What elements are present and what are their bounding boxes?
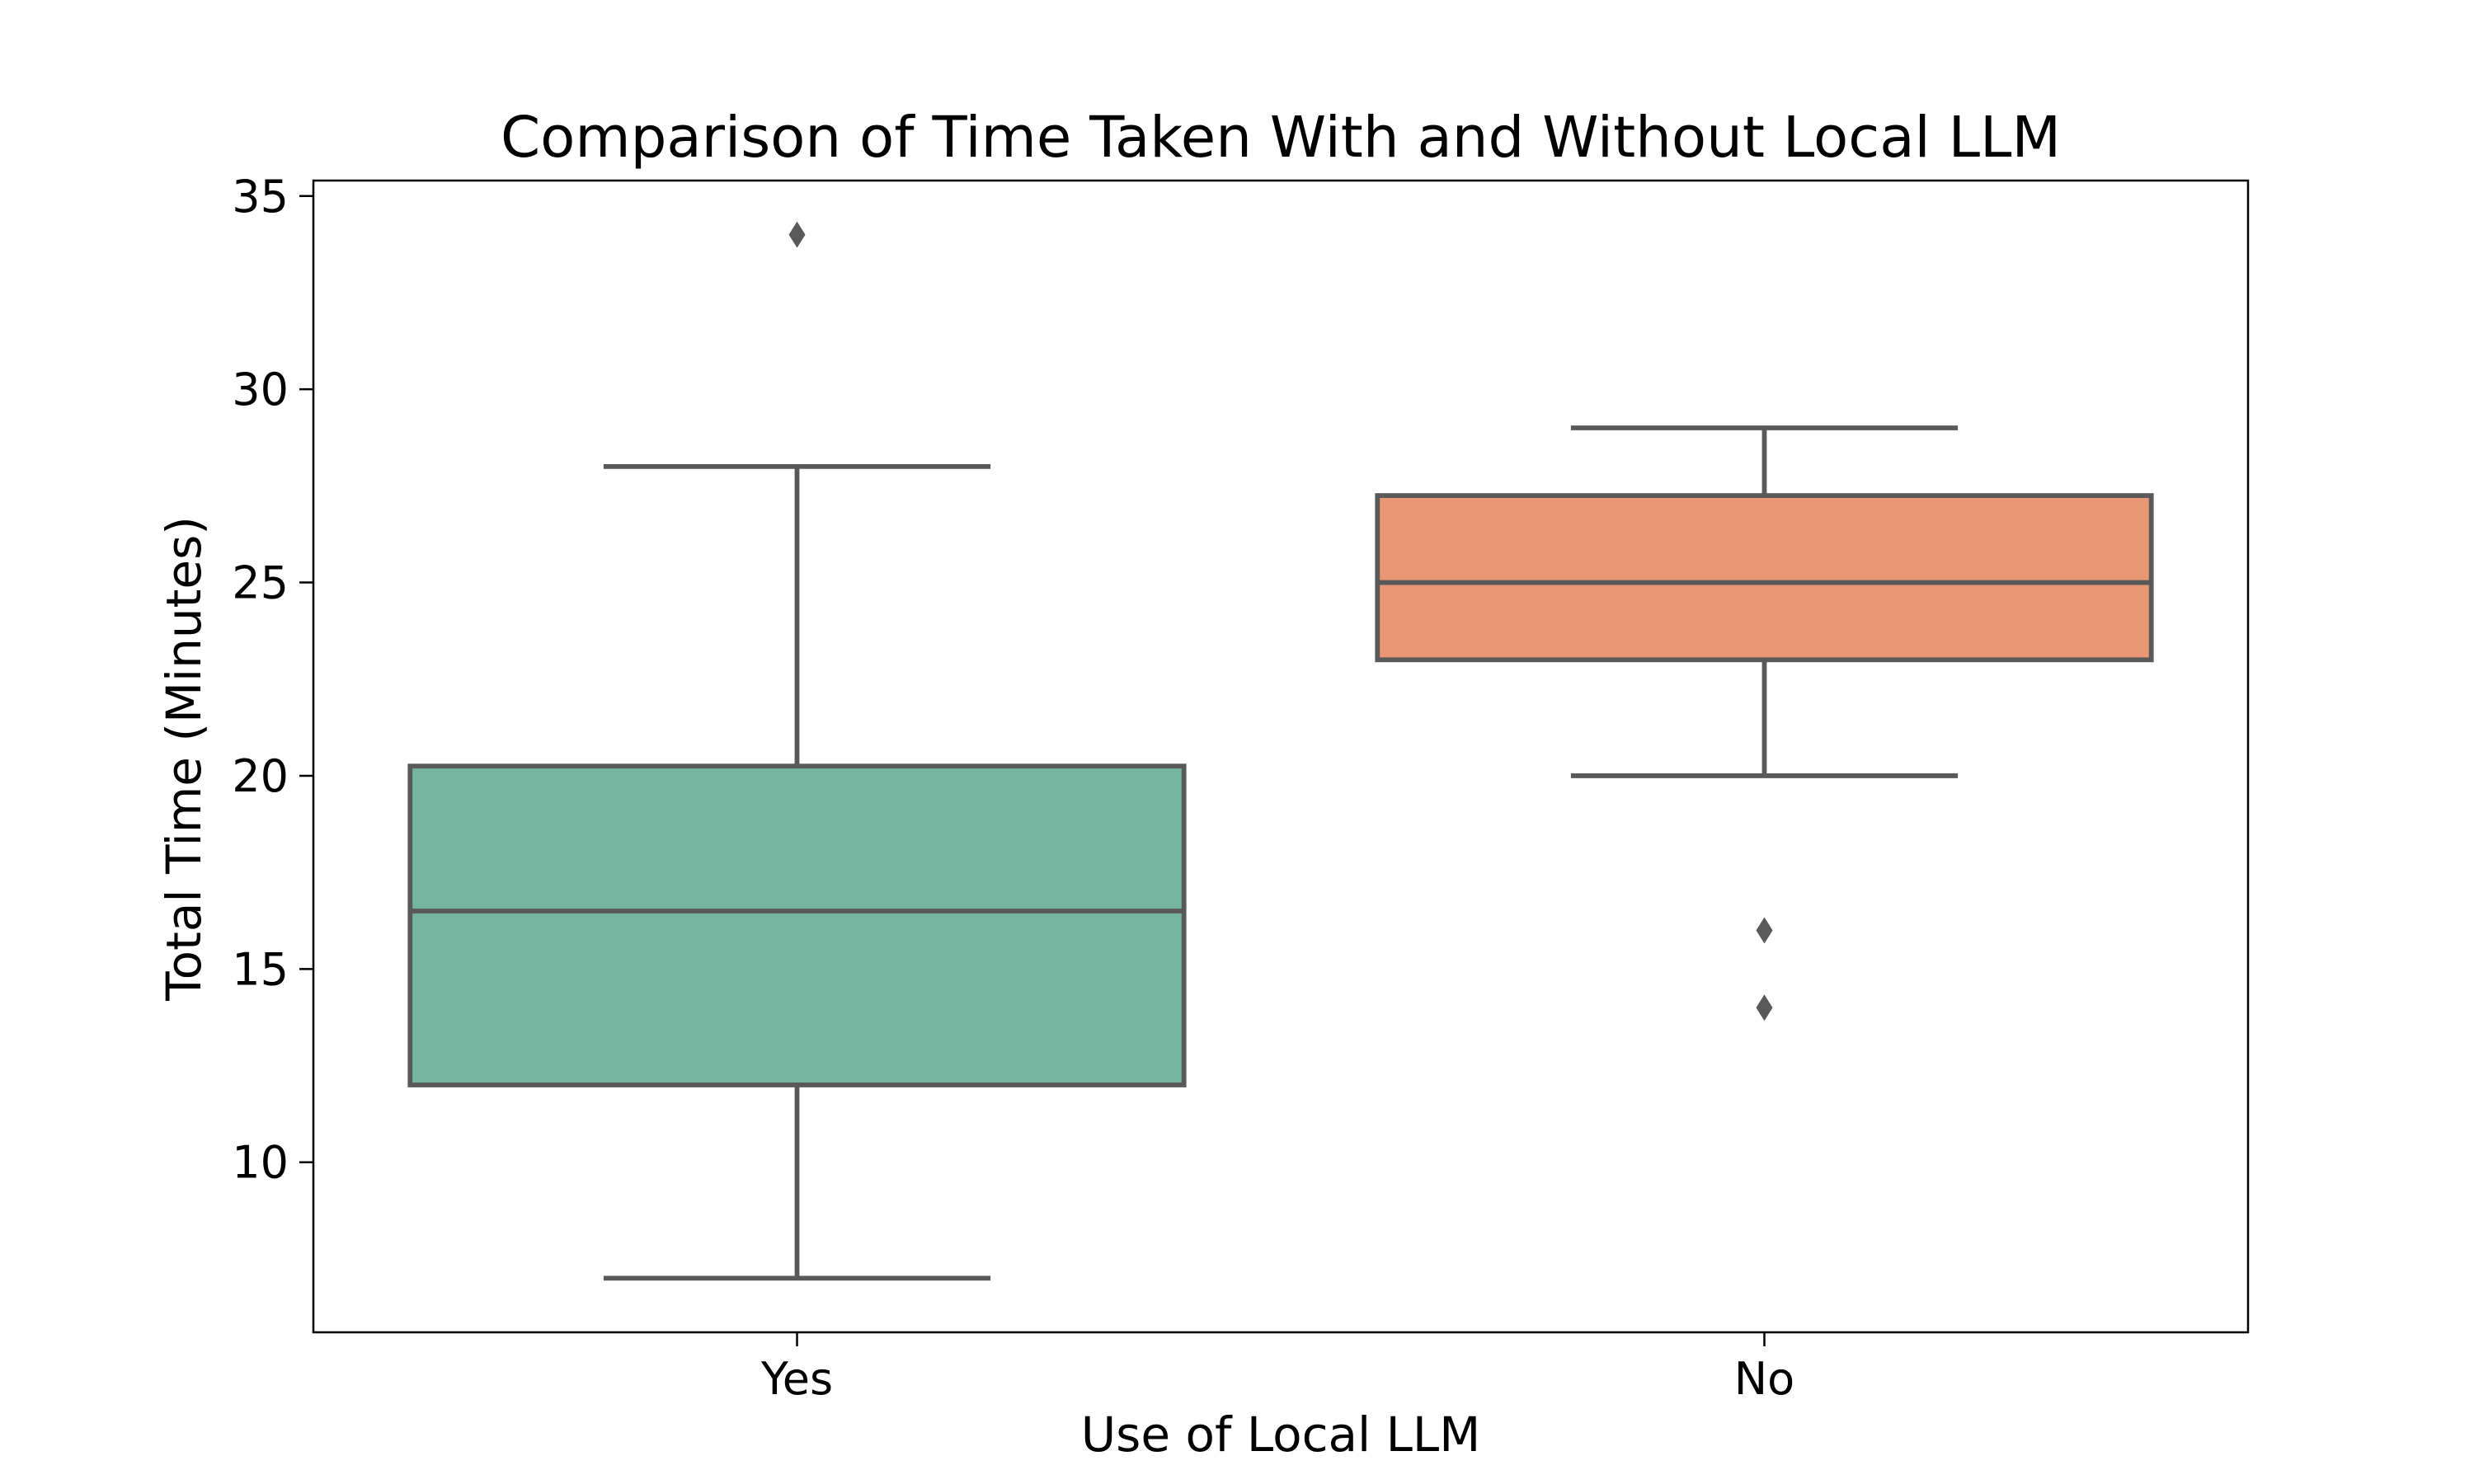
plot-area: 10 15 20 25 30 35 Yes No: [232, 171, 2154, 1405]
y-tick-label: 35: [232, 171, 289, 223]
y-axis-label: Total Time (Minutes): [156, 516, 212, 1002]
outlier-marker: [788, 221, 806, 248]
x-tick-label: Yes: [760, 1353, 833, 1405]
y-tick-label: 30: [232, 364, 289, 416]
box-yes: [407, 763, 1187, 1087]
outlier-marker: [1756, 917, 1773, 944]
y-tick-label: 10: [232, 1137, 289, 1189]
y-tick-label: 20: [232, 750, 289, 802]
axes-frame: [312, 179, 2250, 1334]
box-no: [1375, 493, 2154, 663]
x-tick-label: No: [1734, 1353, 1794, 1405]
chart-title: Comparison of Time Taken With and Withou…: [501, 105, 2061, 171]
x-axis-label: Use of Local LLM: [1081, 1407, 1481, 1463]
outlier-marker: [1756, 994, 1773, 1021]
y-tick-label: 25: [232, 557, 289, 609]
y-tick-label: 15: [232, 943, 289, 995]
